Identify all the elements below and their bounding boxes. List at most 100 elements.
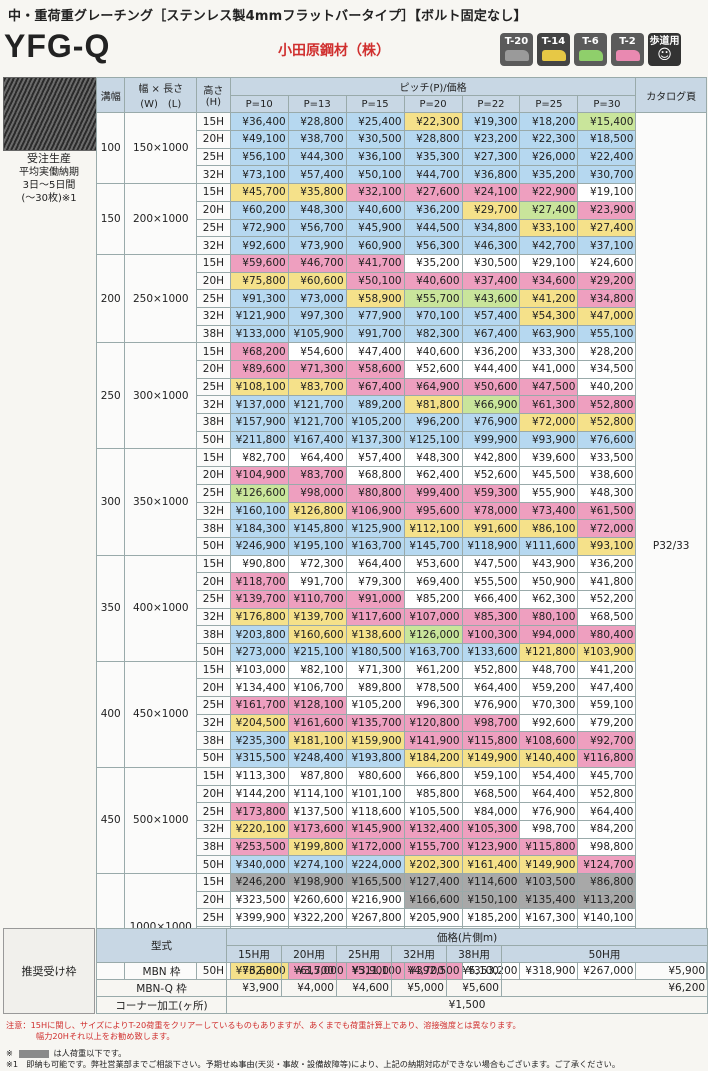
price-cell: ¥145,800 — [287, 519, 347, 538]
price-cell: ¥76,600 — [577, 430, 637, 450]
price-cell: ¥48,300 — [577, 483, 637, 503]
price-cell: ¥132,400 — [403, 819, 463, 839]
frame-price-cell: ¥5,000 — [391, 979, 447, 997]
pitch-header: P=25 — [519, 94, 579, 114]
price-cell: ¥59,600 — [229, 253, 289, 273]
table-row: 20H ¥134,400 ¥106,700 ¥89,800 ¥78,500 ¥64,400… — [97, 678, 707, 698]
price-cell: ¥260,600 — [287, 890, 347, 910]
price-cell: ¥28,200 — [577, 342, 637, 361]
price-cell: ¥118,600 — [345, 802, 405, 821]
height-cell: 32H — [196, 607, 231, 627]
price-cell: ¥18,500 — [577, 130, 637, 149]
price-cell: ¥315,500 — [229, 749, 289, 768]
price-cell: ¥59,200 — [519, 678, 579, 698]
price-cell: ¥69,400 — [403, 572, 463, 591]
price-cell: ¥139,700 — [287, 607, 347, 627]
size-header: 幅 × 長さ (W) (L) — [124, 76, 198, 114]
price-cell: ¥41,000 — [519, 360, 579, 379]
price-cell: ¥52,200 — [577, 589, 637, 609]
frame-price-cell: ¥5,100 — [446, 962, 502, 980]
price-cell: ¥66,800 — [403, 766, 463, 786]
height-cell: 50H — [196, 430, 231, 450]
price-cell: ¥53,600 — [403, 554, 463, 574]
table-row: 25H ¥72,900 ¥56,700 ¥45,900 ¥44,500 ¥34,800 ¥3… — [97, 218, 707, 238]
price-cell: ¥56,300 — [403, 236, 463, 255]
height-cell: 15H — [196, 112, 231, 132]
frame-price-cell: ¥4,000 — [281, 979, 337, 997]
price-cell: ¥149,900 — [461, 749, 521, 768]
price-table: 溝幅 幅 × 長さ (W) (L) 高さ (H) ピッチ(P)/価格 カタログ頁… — [95, 76, 707, 981]
size-cell: 450×1000 — [124, 660, 198, 768]
price-cell: ¥211,800 — [229, 430, 289, 450]
price-cell: ¥27,300 — [461, 147, 521, 167]
maker-name: 小田原鋼材（株） — [278, 43, 390, 59]
pitch-header: P=20 — [403, 94, 463, 114]
price-cell: ¥67,400 — [461, 324, 521, 344]
height-cell: 15H — [196, 872, 231, 892]
price-cell: ¥41,700 — [345, 253, 405, 273]
price-cell: ¥235,300 — [229, 731, 289, 751]
price-cell: ¥138,600 — [345, 625, 405, 644]
price-cell: ¥47,500 — [519, 377, 579, 397]
price-cell: ¥103,000 — [229, 660, 289, 680]
price-cell: ¥144,200 — [229, 784, 289, 804]
table-row: 350 400×1000 15H ¥90,800 ¥72,300 ¥64,400 ¥53,6… — [95, 554, 707, 662]
price-cell: ¥121,900 — [229, 306, 289, 326]
price-cell: ¥41,200 — [519, 289, 579, 308]
price-cell: ¥267,800 — [345, 908, 405, 927]
price-cell: ¥61,200 — [403, 660, 463, 680]
price-cell: ¥52,600 — [403, 360, 463, 379]
price-cell: ¥76,900 — [519, 802, 579, 821]
table-row: 20H ¥118,700 ¥91,700 ¥79,300 ¥69,400 ¥55,500 ¥… — [97, 572, 707, 591]
price-cell: ¥91,300 — [229, 289, 289, 308]
price-cell: ¥40,600 — [403, 342, 463, 361]
price-cell: ¥127,400 — [403, 872, 463, 892]
price-cell: ¥27,600 — [403, 183, 463, 202]
price-cell: ¥47,000 — [577, 306, 637, 326]
price-cell: ¥98,000 — [287, 483, 347, 503]
price-cell: ¥181,100 — [287, 731, 347, 751]
price-cell: ¥202,300 — [403, 855, 463, 874]
price-cell: ¥28,800 — [287, 112, 347, 132]
table-row: 1000×1000 15H ¥246,200 ¥198,900 ¥165,500 ¥127… — [95, 872, 707, 981]
height-cell: 38H — [196, 625, 231, 644]
truck-icon — [541, 50, 566, 61]
price-cell: ¥49,100 — [229, 130, 289, 149]
size-cell: 400×1000 — [124, 554, 198, 662]
height-cell: 32H — [196, 236, 231, 255]
price-cell: ¥76,900 — [461, 413, 521, 432]
price-cell: ¥126,800 — [287, 501, 347, 521]
price-cell: ¥52,800 — [577, 784, 637, 804]
height-cell: 15H — [196, 253, 231, 273]
frame-name-cell: MBN-Q 枠 — [96, 979, 227, 997]
price-cell: ¥106,700 — [287, 678, 347, 698]
price-cell: ¥86,800 — [577, 872, 637, 892]
height-cell: 32H — [196, 819, 231, 839]
price-cell: ¥59,100 — [461, 766, 521, 786]
price-cell: ¥78,000 — [461, 501, 521, 521]
price-cell: ¥19,100 — [577, 183, 637, 202]
price-cell: ¥121,700 — [287, 395, 347, 415]
price-cell: ¥36,800 — [461, 165, 521, 185]
height-cell: 20H — [196, 890, 231, 910]
price-cell: ¥203,800 — [229, 625, 289, 644]
price-cell: ¥86,100 — [519, 519, 579, 538]
price-cell: ¥113,300 — [229, 766, 289, 786]
price-cell: ¥54,600 — [287, 342, 347, 361]
price-cell: ¥134,400 — [229, 678, 289, 698]
height-header: 高さ (H) — [196, 76, 231, 114]
price-cell: ¥64,900 — [403, 377, 463, 397]
price-cell: ¥36,200 — [461, 342, 521, 361]
price-cell: ¥59,300 — [461, 483, 521, 503]
price-cell: ¥99,900 — [461, 430, 521, 450]
groove-width-cell: 400 — [95, 660, 126, 768]
price-cell: ¥47,400 — [577, 678, 637, 698]
price-cell: ¥133,000 — [229, 324, 289, 344]
car-icon — [578, 50, 603, 61]
table-row: 32H ¥176,800 ¥139,700 ¥117,600 ¥107,000 ¥85,3… — [97, 607, 707, 627]
table-row: 25H ¥56,100 ¥44,300 ¥36,100 ¥35,300 ¥27,300 ¥2… — [97, 147, 707, 167]
corner-label: コーナー加工(ヶ所) — [96, 996, 227, 1014]
table-row: 100 150×1000 15H ¥36,400 ¥28,800 ¥25,400 ¥22,3… — [95, 112, 707, 981]
price-cell: ¥96,200 — [403, 413, 463, 432]
height-cell: 38H — [196, 413, 231, 432]
